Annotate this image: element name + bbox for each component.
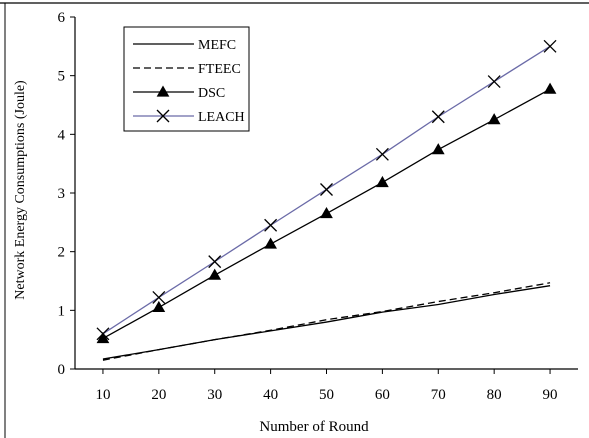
y-tick-label: 3 (58, 186, 66, 202)
data-point-dsc (320, 207, 333, 219)
series-line-mefc (102, 285, 551, 360)
y-axis-label: Network Energy Consumptions (Joule) (13, 80, 28, 300)
y-tick-label: 4 (58, 127, 66, 143)
y-tick-label: 1 (58, 303, 66, 319)
y-tick-label: 5 (58, 69, 66, 85)
series-mefc (102, 285, 551, 360)
y-tick-label: 2 (58, 245, 66, 261)
data-point-leach (96, 327, 110, 341)
data-point-leach (152, 290, 166, 304)
data-point-leach (264, 218, 278, 232)
x-tick-label: 40 (263, 387, 278, 403)
legend-label-dsc: DSC (198, 86, 225, 101)
series-fteec (102, 282, 551, 361)
legend-item-leach: LEACH (133, 109, 245, 125)
data-point-dsc (264, 237, 277, 249)
data-point-leach (208, 255, 222, 269)
series-layer (96, 39, 557, 361)
series-dsc (96, 82, 557, 344)
legend-label-leach: LEACH (198, 110, 245, 125)
y-tick-label: 6 (58, 10, 66, 26)
legend-label-mefc: MEFC (198, 38, 236, 53)
series-line-fteec (102, 282, 551, 361)
data-point-dsc (96, 331, 110, 344)
data-point-dsc (487, 113, 501, 125)
data-point-dsc (376, 175, 389, 188)
data-point-leach (543, 39, 557, 53)
data-point-leach (375, 147, 389, 161)
x-tick-label: 90 (543, 387, 558, 403)
data-point-leach (320, 183, 333, 196)
y-tick-label: 0 (58, 362, 66, 378)
legend-label-fteec: FTEEC (198, 62, 241, 77)
x-axis-label: Number of Round (259, 419, 369, 435)
axes: 0 1 2 3 4 5 6 10 20 30 40 50 60 70 80 90 (58, 10, 578, 403)
data-point-dsc (152, 300, 166, 313)
legend-item-dsc: DSC (133, 85, 225, 101)
data-point-dsc (431, 143, 445, 155)
legend-marker-dsc (156, 85, 170, 97)
x-tick-label: 80 (487, 387, 502, 403)
legend: MEFC FTEEC DSC LEACH (123, 26, 250, 132)
data-point-dsc (208, 268, 222, 280)
legend-item-fteec: FTEEC (133, 62, 241, 77)
x-tick-label: 30 (207, 387, 222, 403)
data-point-leach (487, 75, 501, 88)
data-point-leach (431, 110, 445, 124)
x-tick-label: 70 (431, 387, 446, 403)
series-leach (96, 39, 557, 341)
x-tick-label: 50 (319, 387, 334, 403)
data-point-dsc (543, 82, 557, 94)
x-tick-label: 20 (151, 387, 166, 403)
x-tick-label: 60 (375, 387, 390, 403)
legend-item-mefc: MEFC (133, 38, 236, 53)
x-tick-label: 10 (95, 387, 110, 403)
legend-marker-leach (156, 109, 170, 123)
